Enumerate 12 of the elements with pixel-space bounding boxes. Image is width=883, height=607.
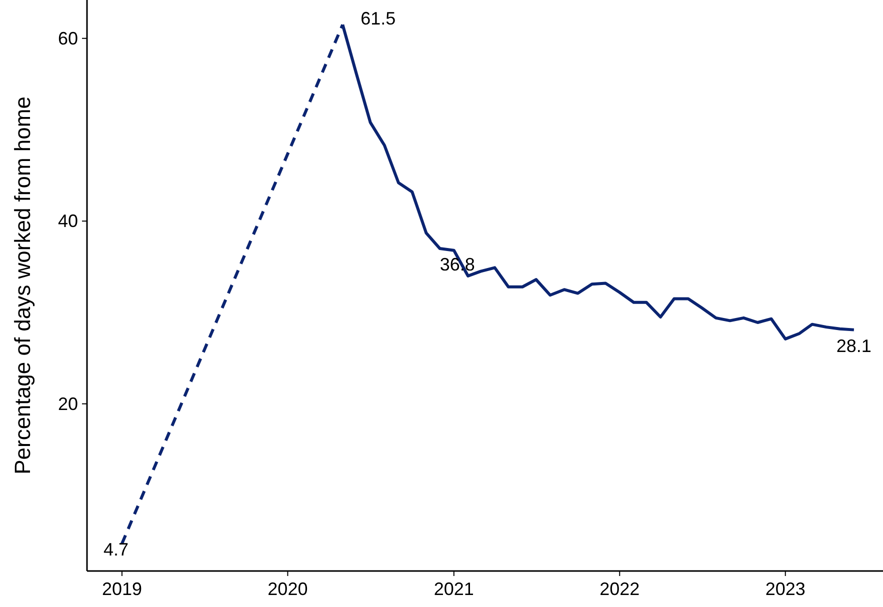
annotation: 61.5 — [360, 8, 396, 29]
x-tick-label: 2021 — [434, 579, 474, 599]
y-tick-label: 40 — [58, 211, 78, 232]
annotation: 28.1 — [836, 336, 872, 356]
y-axis-title: Percentage of days worked from home — [10, 96, 35, 474]
x-tick-label: 2019 — [102, 579, 142, 599]
x-tick-label: 2022 — [600, 579, 640, 599]
annotation: 4.7 — [103, 540, 128, 560]
x-tick-label: 2023 — [765, 579, 806, 599]
y-tick-label: 60 — [58, 28, 78, 48]
y-tick-label: 20 — [58, 394, 78, 414]
x-tick-label: 2020 — [268, 579, 308, 599]
